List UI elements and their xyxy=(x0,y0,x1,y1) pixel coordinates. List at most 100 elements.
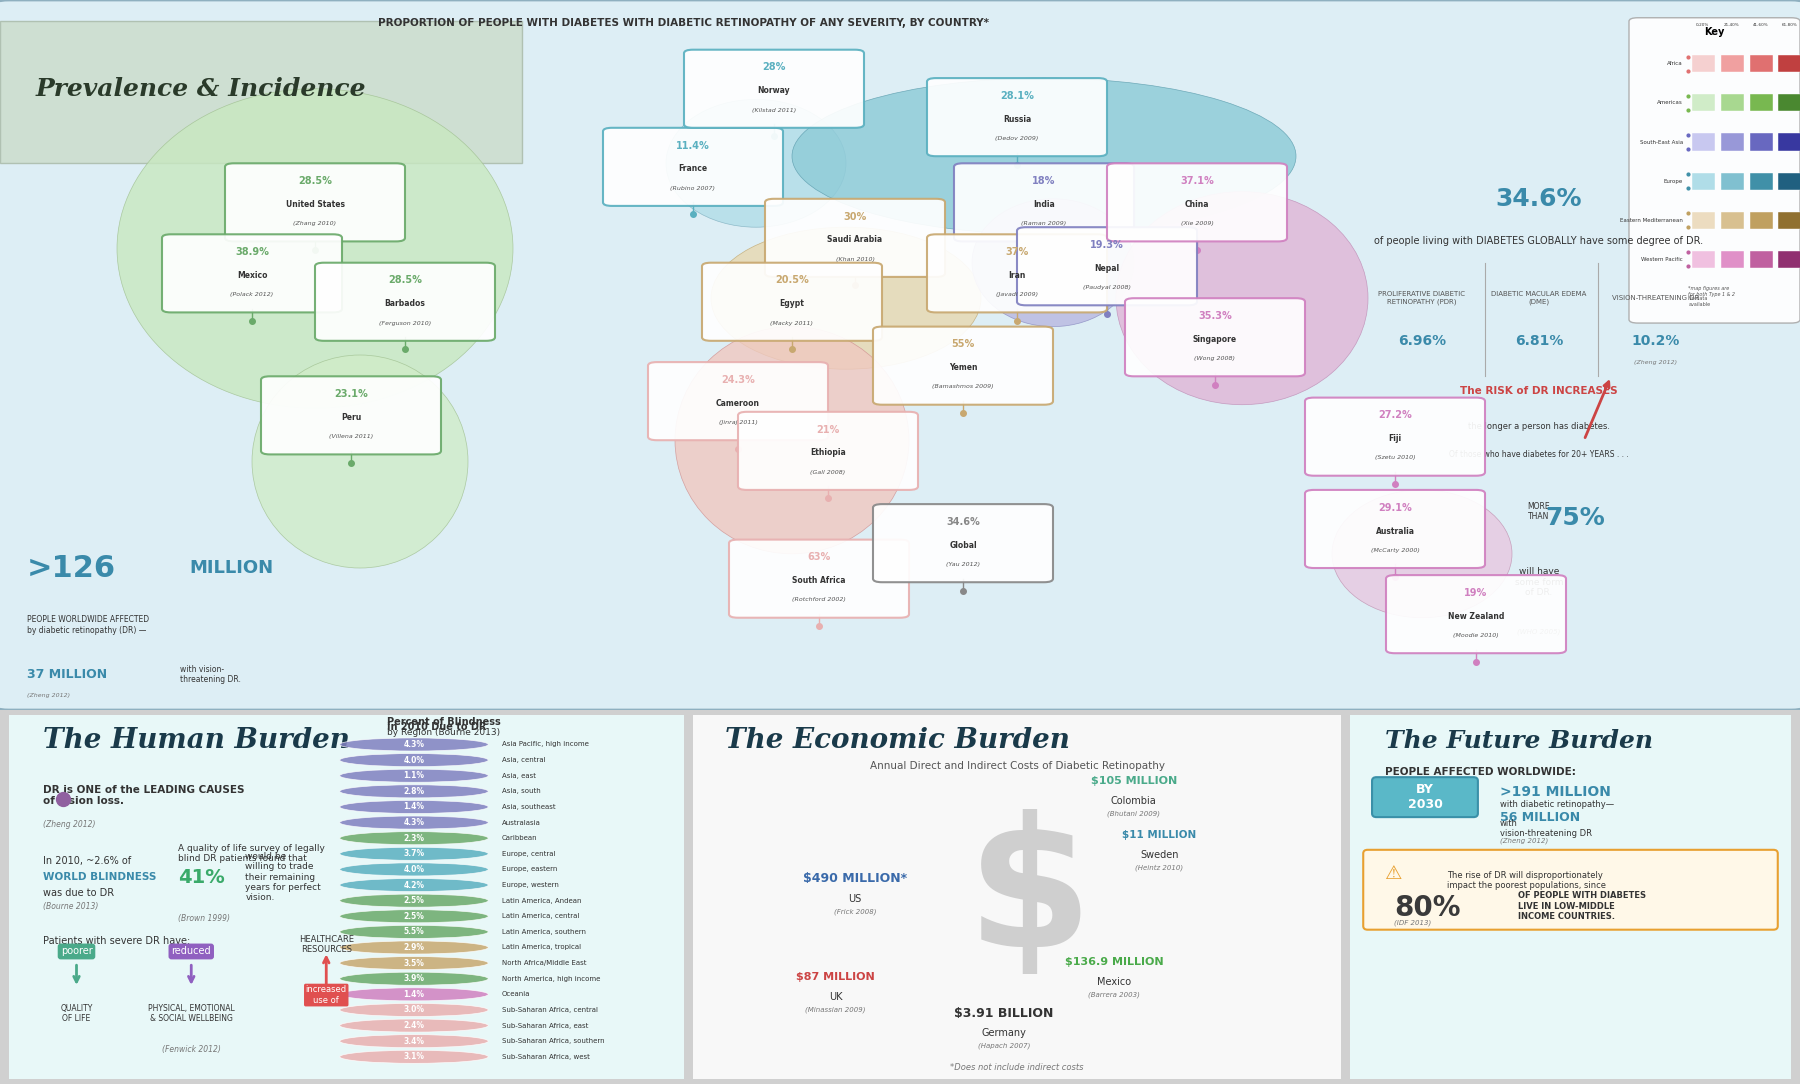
Ellipse shape xyxy=(340,941,488,954)
Text: 0-20%: 0-20% xyxy=(1696,23,1710,27)
Text: (Gall 2008): (Gall 2008) xyxy=(810,469,846,475)
Bar xyxy=(1692,94,1715,112)
Text: 3.0%: 3.0% xyxy=(403,1006,425,1015)
Ellipse shape xyxy=(1116,192,1368,404)
Text: Asia, south: Asia, south xyxy=(502,788,540,795)
Text: China: China xyxy=(1184,199,1210,209)
Text: ⚠: ⚠ xyxy=(1386,864,1402,882)
Ellipse shape xyxy=(117,89,513,409)
Text: (Rubino 2007): (Rubino 2007) xyxy=(670,185,716,191)
Text: (Zheng 2012): (Zheng 2012) xyxy=(27,694,70,698)
Text: of people living with DIABETES GLOBALLY have some degree of DR.: of people living with DIABETES GLOBALLY … xyxy=(1375,236,1703,246)
Text: with diabetic retinopathy—: with diabetic retinopathy— xyxy=(1499,800,1615,809)
Text: Australia: Australia xyxy=(1375,527,1415,535)
Text: Americas: Americas xyxy=(1658,101,1683,105)
Text: India: India xyxy=(1033,199,1055,209)
Text: Prevalence & Incidence: Prevalence & Incidence xyxy=(36,77,367,101)
Ellipse shape xyxy=(340,972,488,985)
Text: 4.3%: 4.3% xyxy=(403,740,425,749)
Text: >191 MILLION: >191 MILLION xyxy=(1499,785,1611,799)
Text: 27.2%: 27.2% xyxy=(1379,411,1411,421)
Text: New Zealand: New Zealand xyxy=(1447,611,1505,621)
Text: Asia, southeast: Asia, southeast xyxy=(502,804,556,810)
Text: Fiji: Fiji xyxy=(1388,435,1402,443)
Text: $87 MILLION: $87 MILLION xyxy=(796,972,875,982)
FancyBboxPatch shape xyxy=(873,504,1053,582)
Text: Sub-Saharan Africa, west: Sub-Saharan Africa, west xyxy=(502,1054,590,1060)
Text: was due to DR: was due to DR xyxy=(43,889,113,899)
FancyBboxPatch shape xyxy=(686,712,1348,1082)
Bar xyxy=(1692,55,1715,73)
Text: $490 MILLION*: $490 MILLION* xyxy=(803,873,907,886)
Text: France: France xyxy=(679,165,707,173)
FancyBboxPatch shape xyxy=(603,128,783,206)
FancyBboxPatch shape xyxy=(0,0,1800,710)
Text: (Szetu 2010): (Szetu 2010) xyxy=(1375,455,1415,461)
Text: Africa: Africa xyxy=(1667,62,1683,66)
Text: reduced: reduced xyxy=(171,946,211,956)
Text: 28.1%: 28.1% xyxy=(1001,91,1033,101)
Text: 11.4%: 11.4% xyxy=(677,141,709,151)
Ellipse shape xyxy=(340,926,488,939)
Bar xyxy=(1721,211,1744,229)
Text: Mexico: Mexico xyxy=(238,271,266,280)
Text: will have
some form
of DR.: will have some form of DR. xyxy=(1516,567,1562,597)
Text: $: $ xyxy=(967,809,1093,985)
Bar xyxy=(1778,250,1800,268)
Ellipse shape xyxy=(340,1050,488,1063)
Text: *Does not include indirect costs: *Does not include indirect costs xyxy=(950,1063,1084,1072)
FancyBboxPatch shape xyxy=(684,50,864,128)
Bar xyxy=(1750,94,1773,112)
Text: *map figures are
for both Type 1 & 2: *map figures are for both Type 1 & 2 xyxy=(1688,286,1735,297)
Text: MILLION: MILLION xyxy=(189,559,274,577)
FancyBboxPatch shape xyxy=(1386,576,1566,654)
Ellipse shape xyxy=(340,753,488,766)
Text: PEOPLE AFFECTED WORLDWIDE:: PEOPLE AFFECTED WORLDWIDE: xyxy=(1386,766,1577,777)
Ellipse shape xyxy=(340,909,488,922)
Text: Colombia: Colombia xyxy=(1111,796,1157,805)
Ellipse shape xyxy=(340,894,488,907)
Text: 37%: 37% xyxy=(1006,247,1028,257)
Text: Of those who have diabetes for 20+ YEARS . . .: Of those who have diabetes for 20+ YEARS… xyxy=(1449,450,1629,459)
Text: 20.5%: 20.5% xyxy=(776,275,808,285)
FancyBboxPatch shape xyxy=(2,712,691,1082)
Text: 24.3%: 24.3% xyxy=(722,375,754,385)
Text: 3.5%: 3.5% xyxy=(403,958,425,968)
FancyBboxPatch shape xyxy=(1363,850,1778,930)
FancyBboxPatch shape xyxy=(261,376,441,454)
Text: 3.1%: 3.1% xyxy=(403,1053,425,1061)
Text: UK: UK xyxy=(828,992,842,1002)
Text: by Region (Bourne 2013): by Region (Bourne 2013) xyxy=(387,728,500,737)
Text: 2.5%: 2.5% xyxy=(403,896,425,905)
Text: DR is ONE of the LEADING CAUSES
of vision loss.: DR is ONE of the LEADING CAUSES of visio… xyxy=(43,785,245,806)
FancyBboxPatch shape xyxy=(738,412,918,490)
Text: Latin America, Andean: Latin America, Andean xyxy=(502,898,581,904)
Text: Iran: Iran xyxy=(1008,271,1026,280)
FancyBboxPatch shape xyxy=(765,198,945,276)
FancyBboxPatch shape xyxy=(648,362,828,440)
Ellipse shape xyxy=(340,988,488,1001)
Text: 4.2%: 4.2% xyxy=(403,880,425,890)
Text: (Raman 2009): (Raman 2009) xyxy=(1021,221,1067,227)
Text: 30%: 30% xyxy=(844,211,866,221)
Bar xyxy=(1778,133,1800,151)
Text: Caribbean: Caribbean xyxy=(502,835,538,841)
Text: OF PEOPLE WITH DIABETES
LIVE IN LOW-MIDDLE
INCOME COUNTRIES.: OF PEOPLE WITH DIABETES LIVE IN LOW-MIDD… xyxy=(1517,891,1645,921)
FancyBboxPatch shape xyxy=(1017,228,1197,306)
Text: (Zheng 2012): (Zheng 2012) xyxy=(1499,838,1548,844)
Text: (Moodie 2010): (Moodie 2010) xyxy=(1453,633,1499,638)
Text: Australasia: Australasia xyxy=(502,820,540,826)
Text: (McCarty 2000): (McCarty 2000) xyxy=(1370,547,1420,553)
FancyBboxPatch shape xyxy=(162,234,342,312)
Text: $136.9 MILLION: $136.9 MILLION xyxy=(1066,957,1163,967)
Text: Norway: Norway xyxy=(758,87,790,95)
Text: PROLIFERATIVE DIABETIC
RETINOPATHY (PDR): PROLIFERATIVE DIABETIC RETINOPATHY (PDR) xyxy=(1379,292,1465,305)
Text: 34.6%: 34.6% xyxy=(1496,186,1582,210)
Text: 19.3%: 19.3% xyxy=(1091,240,1123,250)
Text: 4.0%: 4.0% xyxy=(403,865,425,874)
Text: would be
willing to trade
their remaining
years for perfect
vision.: would be willing to trade their remainin… xyxy=(245,852,320,902)
Bar xyxy=(1721,250,1744,268)
Text: 29.1%: 29.1% xyxy=(1379,503,1411,513)
Text: Singapore: Singapore xyxy=(1193,335,1237,344)
Text: Eastern Mediterranean: Eastern Mediterranean xyxy=(1620,218,1683,222)
